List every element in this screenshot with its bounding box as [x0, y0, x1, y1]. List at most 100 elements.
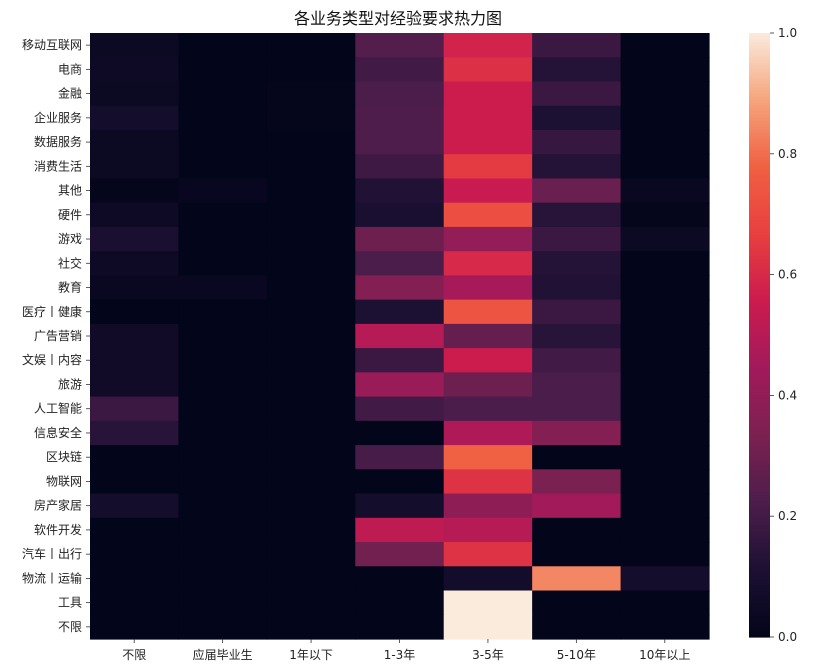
colorbar-segment [749, 196, 770, 200]
heatmap-cell [443, 614, 533, 640]
colorbar-segment [749, 90, 770, 94]
heatmap-cell [532, 226, 622, 252]
colorbar-segment [749, 244, 770, 249]
heatmap-cell [355, 251, 445, 276]
x-tick-labels: 不限 应届毕业生 1年以下 1-3年 3-5年 5-10年 10年以上 [122, 639, 690, 662]
colorbar-segment [749, 473, 770, 478]
heatmap-cell [178, 251, 268, 276]
heatmap-cell [443, 275, 533, 301]
heatmap-cell [620, 33, 710, 58]
colorbar-segment [749, 135, 770, 140]
heatmap-cell [90, 566, 180, 592]
y-tick-label: 工具 [58, 596, 82, 610]
heatmap-cell [532, 202, 622, 228]
heatmap-cell [266, 251, 356, 276]
colorbar-segment [749, 144, 770, 149]
heatmap-cell [620, 202, 710, 228]
colorbar-segment [749, 350, 770, 354]
heatmap-cell [443, 154, 533, 180]
heatmap-cell [443, 202, 533, 228]
colorbar-segment [749, 105, 770, 110]
heatmap-cell [178, 202, 268, 228]
heatmap-cell [266, 178, 356, 204]
colorbar-segment [749, 147, 770, 152]
colorbar-segment [749, 60, 770, 64]
colorbar-segment [749, 621, 770, 626]
colorbar-segment [749, 513, 770, 517]
colorbar-segment [749, 501, 770, 505]
colorbar-segment [749, 341, 770, 345]
heatmap-cell [355, 614, 445, 640]
heatmap-cell [620, 396, 710, 422]
colorbar-segment [749, 416, 770, 421]
colorbar-segment [749, 271, 770, 276]
heatmap-cell [266, 372, 356, 398]
y-tick-label: 汽车丨出行 [22, 546, 82, 561]
colorbar-segment [749, 316, 770, 321]
heatmap-cell [620, 323, 710, 349]
heatmap-cell [620, 420, 710, 446]
colorbar-segment [749, 443, 770, 448]
colorbar-segment [749, 612, 770, 617]
heatmap-cell [443, 178, 533, 204]
colorbar-segment [749, 531, 770, 535]
colorbar-segment [749, 449, 770, 454]
colorbar-segment [749, 141, 770, 146]
heatmap-cell [532, 178, 622, 204]
heatmap-cell [90, 226, 180, 252]
colorbar-segment [749, 482, 770, 487]
heatmap-cell [532, 348, 622, 373]
heatmap-cell [443, 493, 533, 519]
colorbar-tick-label: 0.0 [778, 630, 797, 644]
heatmap-cell [266, 348, 356, 373]
colorbar-segment [749, 241, 770, 245]
heatmap-cell [90, 81, 180, 107]
heatmap-cell [90, 493, 180, 519]
heatmap-cell [90, 129, 180, 155]
colorbar-segment [749, 180, 770, 185]
colorbar-segment [749, 461, 770, 466]
heatmap-cell [266, 590, 356, 616]
colorbar-segment [749, 156, 770, 161]
colorbar-segment [749, 289, 770, 294]
heatmap-cell [355, 129, 445, 155]
colorbar-segment [749, 54, 770, 58]
heatmap-cell [620, 542, 710, 567]
colorbar-segment [749, 153, 770, 158]
colorbar-segment [749, 259, 770, 264]
heatmap-cell [355, 445, 445, 470]
colorbar-segment [749, 486, 770, 490]
x-tick-label: 5-10年 [557, 648, 596, 662]
heatmap-cell [266, 275, 356, 301]
heatmap-cell [90, 299, 180, 325]
colorbar-segment [749, 36, 770, 40]
colorbar-segment [749, 380, 770, 384]
heatmap-cell [266, 202, 356, 228]
y-tick-label: 其他 [58, 184, 82, 198]
colorbar-segment [749, 627, 770, 632]
heatmap-cell [90, 57, 180, 83]
colorbar-segment [749, 45, 770, 49]
colorbar-segment [749, 214, 770, 218]
colorbar-segment [749, 344, 770, 348]
heatmap-cell [178, 299, 268, 325]
heatmap-cell [90, 420, 180, 446]
heatmap-cell [532, 154, 622, 180]
heatmap-cell [620, 493, 710, 519]
colorbar-segment [749, 383, 770, 387]
x-tick-label: 应届毕业生 [193, 647, 253, 662]
colorbar-segment [749, 347, 770, 351]
colorbar-segment [749, 368, 770, 372]
colorbar-segment [749, 597, 770, 602]
colorbar-segment [749, 202, 770, 206]
colorbar-segment [749, 600, 770, 605]
colorbar-segment [749, 307, 770, 312]
heatmap-cell [532, 299, 622, 325]
heatmap-cell [266, 129, 356, 155]
heatmap-cell [178, 614, 268, 640]
colorbar-segment [749, 407, 770, 412]
colorbar-segment [749, 446, 770, 451]
heatmap-cell [355, 154, 445, 180]
y-tick-label: 消费生活 [34, 159, 82, 173]
heatmap-cell [620, 469, 710, 495]
